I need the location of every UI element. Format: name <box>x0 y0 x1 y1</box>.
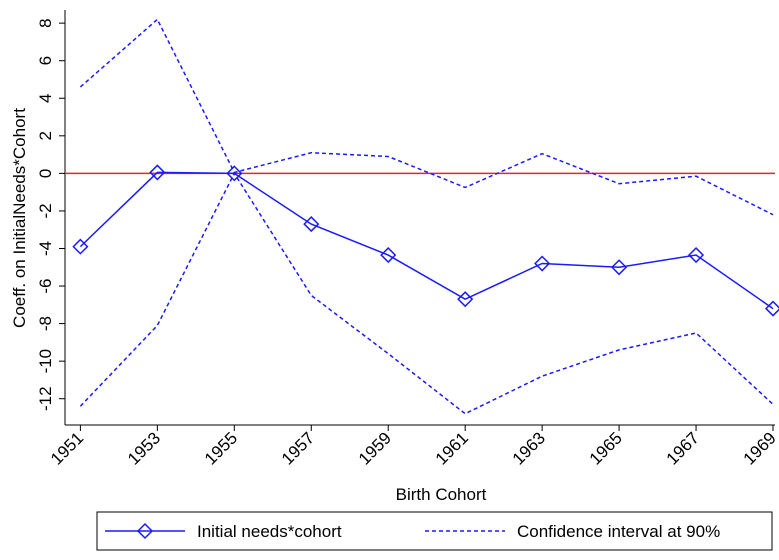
point <box>303 216 320 233</box>
y-tick-label: -8 <box>36 316 55 331</box>
x-tick-label: 1955 <box>201 428 241 468</box>
y-tick-label: -6 <box>36 278 55 293</box>
point <box>764 300 779 317</box>
x-tick-label: 1957 <box>278 428 318 468</box>
x-tick-label: 1953 <box>124 428 164 468</box>
y-tick-label: -12 <box>36 386 55 411</box>
y-tick-label: 8 <box>36 18 55 27</box>
legend-label: Confidence interval at 90% <box>517 522 720 541</box>
y-tick-label: -4 <box>36 241 55 256</box>
point <box>687 246 705 264</box>
y-tick-label: -10 <box>36 349 55 374</box>
ci-lower-line <box>79 171 774 415</box>
point <box>611 259 628 276</box>
x-tick-label: 1967 <box>663 428 703 468</box>
x-tick-label: 1951 <box>47 428 87 468</box>
legend-box <box>96 511 773 551</box>
y-tick-label: 4 <box>36 94 55 103</box>
y-tick-label: -2 <box>36 203 55 218</box>
y-tick-label: 2 <box>36 131 55 140</box>
point <box>534 255 551 272</box>
x-axis-label: Birth Cohort <box>396 485 487 504</box>
legend-label: Initial needs*cohort <box>197 522 342 541</box>
point <box>72 238 89 255</box>
y-tick-label: 6 <box>36 56 55 65</box>
x-tick-label: 1963 <box>509 428 549 468</box>
x-tick-label: 1969 <box>740 428 779 468</box>
point <box>226 165 243 182</box>
point <box>380 246 397 264</box>
point <box>149 164 166 181</box>
point <box>457 291 474 308</box>
x-tick-label: 1961 <box>432 428 472 468</box>
legend-marker <box>136 522 154 540</box>
x-tick-label: 1965 <box>586 428 626 468</box>
y-axis-label: Coeff. on InitialNeeds*Cohort <box>10 108 29 328</box>
series-line <box>79 171 774 310</box>
series-line <box>79 18 774 216</box>
x-tick-label: 1959 <box>355 428 395 468</box>
y-tick-label: 0 <box>36 169 55 178</box>
